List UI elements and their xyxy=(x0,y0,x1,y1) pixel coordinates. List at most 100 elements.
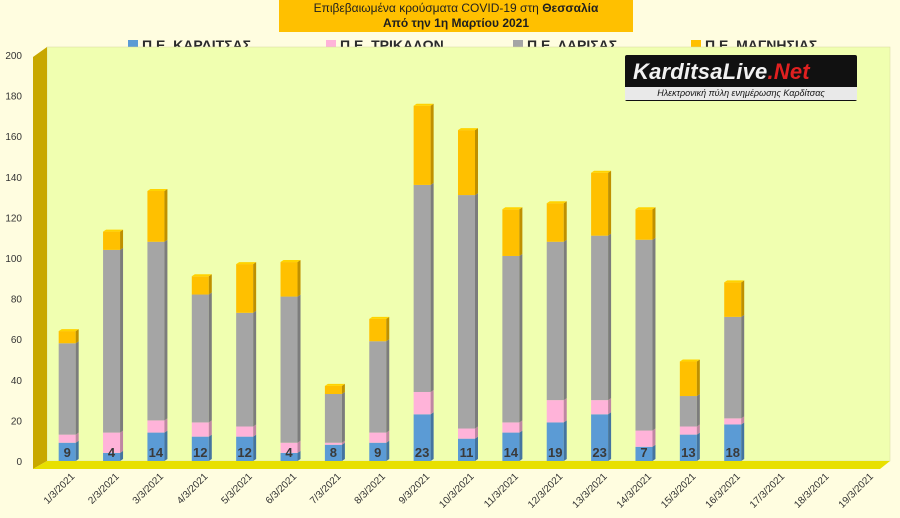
bar-side-trikala-10 xyxy=(519,420,523,433)
bar-karditsa-0 xyxy=(58,442,76,461)
data-label-12: 23 xyxy=(592,445,606,460)
x-tick-label-18: 19/3/2021 xyxy=(837,471,877,511)
bar-larisa-11 xyxy=(546,241,564,401)
bar-top-8 xyxy=(413,103,434,106)
bar-side-larisa-7 xyxy=(386,339,390,433)
data-label-2: 14 xyxy=(149,445,164,460)
data-label-9: 11 xyxy=(460,445,474,460)
bar-side-larisa-2 xyxy=(164,239,168,421)
bar-top-10 xyxy=(502,207,523,210)
bar-side-larisa-15 xyxy=(741,314,745,419)
bar-larisa-6 xyxy=(324,394,342,443)
bar-side-magnisia-4 xyxy=(253,262,257,313)
bar-magnisia-13 xyxy=(635,209,653,240)
bar-trikala-7 xyxy=(369,432,387,443)
bar-side-karditsa-8 xyxy=(430,412,434,461)
bar-karditsa-6 xyxy=(324,444,342,461)
bar-side-magnisia-13 xyxy=(652,207,656,240)
x-tick-label-3: 4/3/2021 xyxy=(175,471,211,507)
x-tick-label-0: 1/3/2021 xyxy=(42,471,78,507)
bar-larisa-4 xyxy=(236,312,254,427)
x-tick-label-12: 13/3/2021 xyxy=(570,471,610,511)
bar-larisa-2 xyxy=(147,241,165,421)
bar-side-trikala-2 xyxy=(164,418,168,433)
y-tick-label-5: 100 xyxy=(5,254,22,265)
bar-larisa-14 xyxy=(679,396,697,427)
bar-karditsa-15 xyxy=(724,424,742,461)
bar-larisa-0 xyxy=(58,343,76,435)
y-tick-label-1: 20 xyxy=(11,416,23,427)
x-tick-label-15: 16/3/2021 xyxy=(704,471,744,511)
bar-larisa-12 xyxy=(591,235,609,401)
bar-side-trikala-3 xyxy=(208,420,212,437)
data-label-15: 18 xyxy=(725,445,739,460)
x-tick-label-7: 8/3/2021 xyxy=(353,471,389,507)
bar-larisa-9 xyxy=(458,195,475,429)
y-tick-label-7: 140 xyxy=(5,173,22,184)
bar-side-karditsa-10 xyxy=(519,430,523,461)
bar-side-karditsa-6 xyxy=(341,442,345,461)
bar-side-karditsa-11 xyxy=(563,420,567,461)
legend-swatch-larisa xyxy=(513,40,523,50)
bar-side-karditsa-13 xyxy=(652,444,656,461)
bar-trikala-6 xyxy=(324,442,342,445)
data-label-5: 4 xyxy=(285,445,293,460)
bar-magnisia-10 xyxy=(502,209,520,256)
bar-top-1 xyxy=(103,229,124,232)
bar-karditsa-14 xyxy=(679,434,697,461)
bar-side-trikala-14 xyxy=(696,424,700,435)
data-label-8: 23 xyxy=(415,445,429,460)
bar-trikala-10 xyxy=(502,422,520,433)
bar-larisa-5 xyxy=(280,296,298,443)
bar-side-magnisia-3 xyxy=(208,274,212,295)
y-tick-label-4: 80 xyxy=(11,295,23,306)
bar-side-karditsa-9 xyxy=(475,436,478,461)
bar-side-karditsa-2 xyxy=(164,430,168,461)
bar-larisa-1 xyxy=(103,249,121,433)
bar-trikala-9 xyxy=(458,428,475,439)
x-tick-label-2: 3/3/2021 xyxy=(131,471,167,507)
bar-trikala-11 xyxy=(546,400,564,423)
x-tick-label-5: 6/3/2021 xyxy=(264,471,300,507)
bar-magnisia-7 xyxy=(369,318,387,342)
bar-side-larisa-9 xyxy=(475,193,478,429)
bar-side-karditsa-4 xyxy=(253,434,257,461)
bar-side-trikala-12 xyxy=(608,398,612,415)
y-tick-label-2: 40 xyxy=(11,376,23,387)
bar-top-12 xyxy=(591,170,612,173)
bar-side-larisa-11 xyxy=(563,239,567,401)
x-tick-label-13: 14/3/2021 xyxy=(615,471,655,511)
legend-swatch-karditsa xyxy=(128,40,138,50)
data-label-4: 12 xyxy=(237,445,251,460)
bar-larisa-15 xyxy=(724,316,742,419)
bar-side-magnisia-7 xyxy=(386,316,390,342)
y-tick-label-3: 60 xyxy=(11,335,23,346)
bar-side-magnisia-6 xyxy=(341,383,345,395)
bar-side-larisa-5 xyxy=(297,294,301,443)
x-tick-label-17: 18/3/2021 xyxy=(792,471,832,511)
y-tick-label-8: 160 xyxy=(5,132,22,143)
bar-top-4 xyxy=(236,262,257,265)
bar-karditsa-3 xyxy=(191,436,209,461)
bar-larisa-10 xyxy=(502,255,520,423)
x-tick-label-6: 7/3/2021 xyxy=(308,471,344,507)
logo-tagline: Ηλεκτρονική πύλη ενημέρωσης Καρδίτσας xyxy=(625,87,857,100)
bar-magnisia-2 xyxy=(147,191,165,242)
bar-trikala-13 xyxy=(635,430,653,447)
bar-karditsa-5 xyxy=(280,452,298,461)
bar-top-5 xyxy=(280,260,301,263)
bar-magnisia-0 xyxy=(58,331,76,344)
bar-top-14 xyxy=(679,359,700,362)
bar-top-11 xyxy=(546,201,567,204)
bar-trikala-5 xyxy=(280,442,298,453)
x-tick-label-14: 15/3/2021 xyxy=(659,471,699,511)
bar-side-trikala-9 xyxy=(475,426,478,439)
bar-side-trikala-15 xyxy=(741,416,745,425)
data-label-0: 9 xyxy=(64,445,71,460)
bar-trikala-14 xyxy=(679,426,697,435)
data-label-11: 19 xyxy=(548,445,562,460)
bar-side-larisa-6 xyxy=(341,392,345,443)
logo-name-part2: .Net xyxy=(767,59,810,84)
bar-karditsa-13 xyxy=(635,446,653,461)
